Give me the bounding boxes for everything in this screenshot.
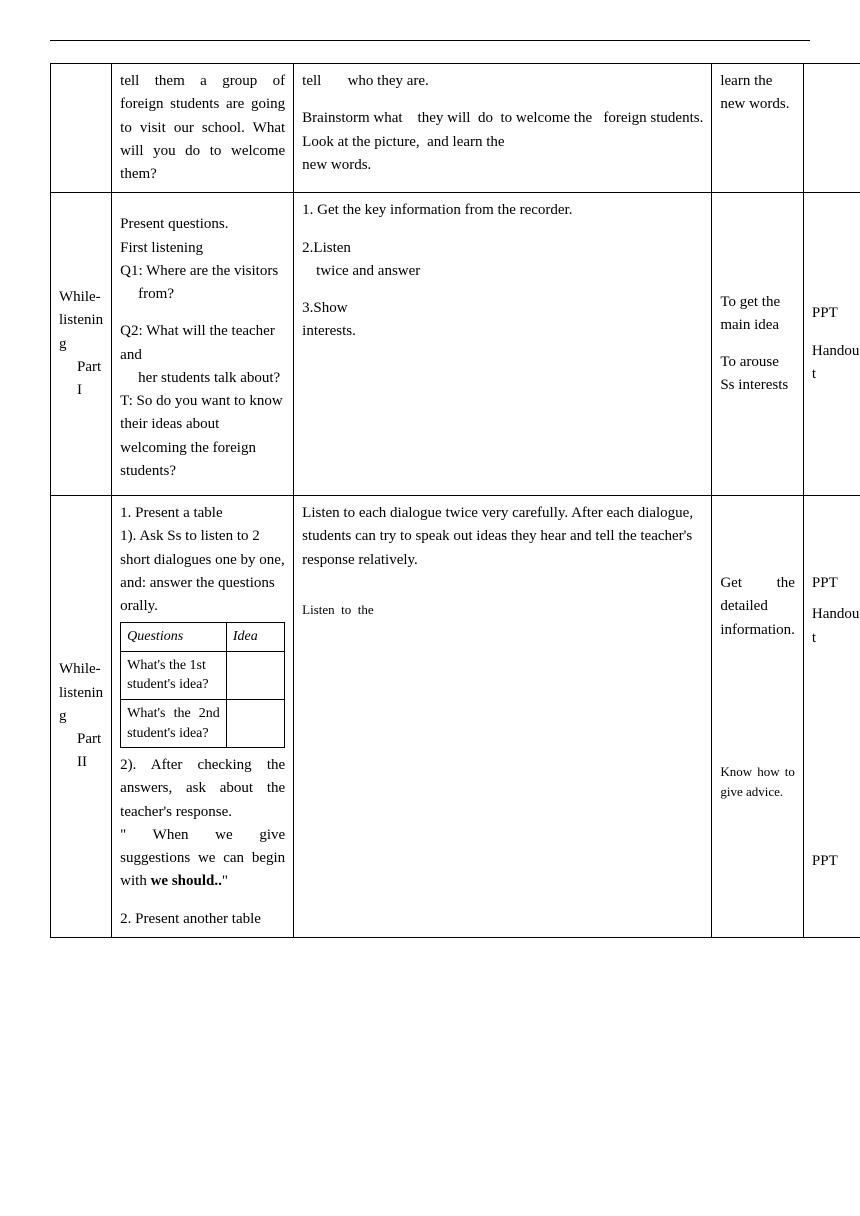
- text-bold: we should..: [151, 873, 222, 889]
- table-row: While-listenin g Part II 1. Present a ta…: [51, 496, 860, 938]
- text: learn the new words.: [720, 73, 789, 112]
- teacher-activity-cell: 1. Present a table 1). Ask Ss to listen …: [112, 496, 294, 938]
- text: t: [812, 363, 860, 386]
- text: 2). After checking the answers, ask abou…: [120, 754, 285, 824]
- text: 2. Present another table: [120, 908, 285, 931]
- text: Q1: Where are the visitors: [120, 260, 285, 283]
- student-activity-cell: 1. Get the key information from the reco…: [294, 193, 712, 496]
- page-container: tell them a group of foreign students ar…: [50, 0, 810, 938]
- text: While-listenin: [59, 658, 103, 705]
- text: 1. Get the key information from the reco…: [302, 199, 703, 222]
- inner-cell: What's the 1st student's idea?: [121, 651, 227, 699]
- text: PPT: [812, 572, 860, 595]
- inner-questions-table: Questions Idea What's the 1st student's …: [120, 622, 285, 748]
- aids-cell: PPT Handou t PPT: [803, 496, 860, 938]
- text: 3.Show: [302, 297, 703, 320]
- table-row: Questions Idea: [121, 623, 285, 652]
- table-row: What's the 2nd student's idea?: [121, 700, 285, 748]
- top-horizontal-rule: [50, 40, 810, 41]
- text: Brainstorm what they will do to welcome …: [302, 107, 703, 130]
- text: To arouse Ss interests: [720, 351, 795, 398]
- student-activity-cell: Listen to each dialogue twice very caref…: [294, 496, 712, 938]
- purpose-cell: To get the main idea To arouse Ss intere…: [712, 193, 804, 496]
- inner-cell: [226, 651, 284, 699]
- teacher-activity-cell: tell them a group of foreign students ar…: [112, 64, 294, 193]
- inner-header: Idea: [226, 623, 284, 652]
- text: ": [222, 873, 228, 889]
- text: 1. Present a table: [120, 502, 285, 525]
- text: 2.Listen: [302, 237, 703, 260]
- purpose-cell: Get the detailed information. Know how t…: [712, 496, 804, 938]
- teacher-activity-cell: Present questions. First listening Q1: W…: [112, 193, 294, 496]
- text: Look at the picture, and learn the: [302, 131, 703, 154]
- text: Part I: [59, 356, 103, 403]
- text: PPT: [812, 850, 860, 873]
- aids-cell: [803, 64, 860, 193]
- text: new words.: [302, 154, 703, 177]
- text: g: [59, 705, 103, 728]
- text: While-listenin: [59, 286, 103, 333]
- stage-cell: While-listenin g Part I: [51, 193, 112, 496]
- text: Part II: [59, 728, 103, 775]
- text: t: [812, 627, 860, 650]
- text: Listen to the: [302, 600, 703, 620]
- inner-cell: [226, 700, 284, 748]
- inner-cell: What's the 2nd student's idea?: [121, 700, 227, 748]
- text: interests.: [302, 320, 703, 343]
- table-row: While-listenin g Part I Present question…: [51, 193, 860, 496]
- text: from?: [120, 283, 285, 306]
- text: " When we give suggestions we can begin …: [120, 824, 285, 894]
- text: T: So do you want to know their ideas ab…: [120, 390, 285, 483]
- text: Q2: What will the teacher and: [120, 320, 285, 367]
- student-activity-cell: tell who they are. Brainstorm what they …: [294, 64, 712, 193]
- text: Listen to each dialogue twice very caref…: [302, 502, 703, 572]
- table-row: What's the 1st student's idea?: [121, 651, 285, 699]
- text: Handou: [812, 340, 860, 363]
- stage-cell: [51, 64, 112, 193]
- stage-cell: While-listenin g Part II: [51, 496, 112, 938]
- text: 1). Ask Ss to listen to 2 short dialogue…: [120, 525, 285, 618]
- aids-cell: PPT Handou t: [803, 193, 860, 496]
- purpose-cell: learn the new words.: [712, 64, 804, 193]
- text: g: [59, 333, 103, 356]
- text: First listening: [120, 237, 285, 260]
- text: PPT: [812, 302, 860, 325]
- inner-header: Questions: [121, 623, 227, 652]
- table-row: tell them a group of foreign students ar…: [51, 64, 860, 193]
- text: her students talk about?: [120, 367, 285, 390]
- text: To get the main idea: [720, 291, 795, 338]
- text: Get the detailed information.: [720, 572, 795, 642]
- text: twice and answer: [302, 260, 703, 283]
- text: Present questions.: [120, 213, 285, 236]
- text: tell who they are.: [302, 70, 703, 93]
- text: tell them a group of foreign students ar…: [120, 73, 285, 182]
- lesson-plan-table: tell them a group of foreign students ar…: [50, 63, 860, 938]
- text: Know how to give advice.: [720, 762, 795, 802]
- text: Handou: [812, 603, 860, 626]
